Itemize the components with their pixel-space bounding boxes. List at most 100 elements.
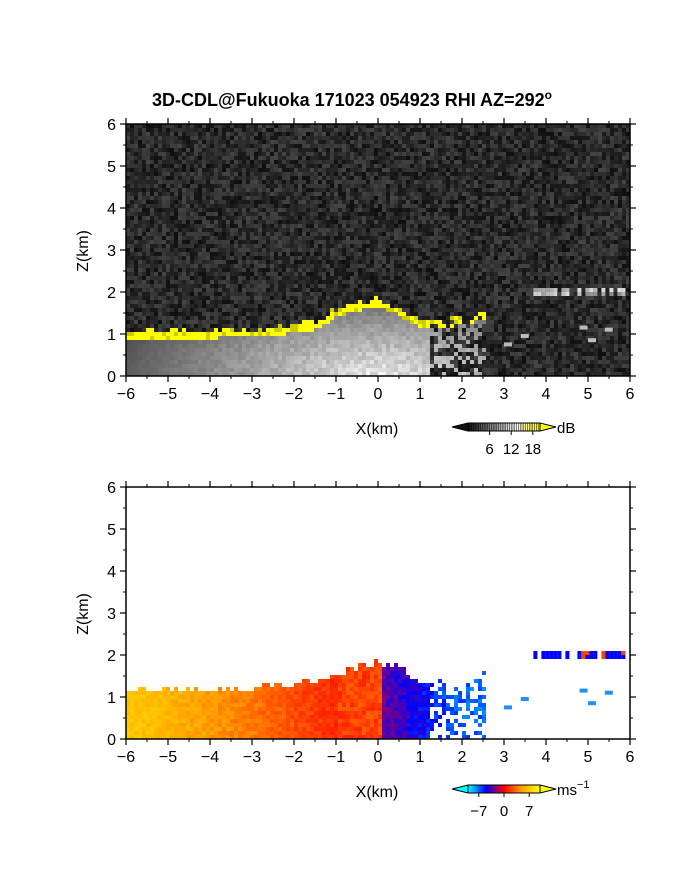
reflectivity-noise-cell xyxy=(334,136,338,140)
reflectivity-noise-cell xyxy=(202,188,206,192)
reflectivity-noise-cell xyxy=(414,152,418,156)
reflectivity-noise-cell xyxy=(246,284,250,288)
reflectivity-noise-cell xyxy=(422,152,426,156)
reflectivity-noise-cell xyxy=(382,188,386,192)
reflectivity-noise-cell xyxy=(254,136,258,140)
reflectivity-noise-cell xyxy=(370,152,374,156)
reflectivity-noise-cell xyxy=(174,256,178,260)
reflectivity-noise-cell xyxy=(290,256,294,260)
reflectivity-noise-cell xyxy=(270,228,274,232)
reflectivity-noise-cell xyxy=(298,284,302,288)
figure-title-superscript: o xyxy=(545,88,552,102)
reflectivity-noise-cell xyxy=(386,284,390,288)
reflectivity-noise-cell xyxy=(194,140,198,144)
reflectivity-noise-cell xyxy=(430,264,434,268)
reflectivity-noise-cell xyxy=(262,276,266,280)
reflectivity-noise-cell xyxy=(366,168,370,172)
reflectivity-noise-cell xyxy=(374,232,378,236)
reflectivity-noise-cell xyxy=(370,224,374,228)
reflectivity-noise-cell xyxy=(418,156,422,160)
reflectivity-noise-cell xyxy=(258,144,262,148)
reflectivity-noise-cell xyxy=(422,244,426,248)
reflectivity-noise-cell xyxy=(146,288,150,292)
reflectivity-noise-cell xyxy=(406,204,410,208)
reflectivity-noise-cell xyxy=(442,188,446,192)
reflectivity-noise-cell xyxy=(366,212,370,216)
reflectivity-noise-cell xyxy=(166,204,170,208)
reflectivity-noise-cell xyxy=(178,232,182,236)
reflectivity-noise-cell xyxy=(250,268,254,272)
reflectivity-noise-cell xyxy=(350,168,354,172)
reflectivity-noise-cell xyxy=(382,172,386,176)
reflectivity-noise-cell xyxy=(438,288,442,292)
reflectivity-noise-cell xyxy=(438,232,442,236)
reflectivity-noise-cell xyxy=(294,320,298,324)
reflectivity-noise-cell xyxy=(426,244,430,248)
reflectivity-noise-cell xyxy=(430,272,434,276)
reflectivity-noise-cell xyxy=(254,240,258,244)
reflectivity-noise-cell xyxy=(330,292,334,296)
reflectivity-noise-cell xyxy=(278,216,282,220)
reflectivity-noise-cell xyxy=(374,252,378,256)
reflectivity-noise-cell xyxy=(278,136,282,140)
reflectivity-noise-cell xyxy=(410,136,414,140)
reflectivity-noise-cell xyxy=(158,236,162,240)
reflectivity-noise-cell xyxy=(374,276,378,280)
reflectivity-noise-cell xyxy=(210,300,214,304)
reflectivity-noise-cell xyxy=(294,144,298,148)
reflectivity-noise-cell xyxy=(362,192,366,196)
reflectivity-noise-cell xyxy=(434,284,438,288)
reflectivity-noise-cell xyxy=(290,224,294,228)
reflectivity-noise-cell xyxy=(414,204,418,208)
reflectivity-noise-cell xyxy=(410,288,414,292)
reflectivity-noise-cell xyxy=(278,160,282,164)
reflectivity-noise-cell xyxy=(430,212,434,216)
reflectivity-noise-cell xyxy=(190,308,194,312)
reflectivity-noise-cell xyxy=(330,160,334,164)
reflectivity-noise-cell xyxy=(286,132,290,136)
reflectivity-noise-cell xyxy=(258,260,262,264)
reflectivity-noise-cell xyxy=(214,204,218,208)
reflectivity-noise-cell xyxy=(170,156,174,160)
reflectivity-noise-cell xyxy=(326,284,330,288)
reflectivity-noise-cell xyxy=(174,300,178,304)
reflectivity-noise-cell xyxy=(370,204,374,208)
reflectivity-noise-cell xyxy=(310,128,314,132)
reflectivity-noise-cell xyxy=(210,208,214,212)
reflectivity-noise-cell xyxy=(258,312,262,316)
reflectivity-noise-cell xyxy=(142,284,146,288)
reflectivity-noise-cell xyxy=(226,276,230,280)
reflectivity-noise-cell xyxy=(438,172,442,176)
reflectivity-noise-cell xyxy=(270,148,274,152)
reflectivity-noise-cell xyxy=(406,240,410,244)
reflectivity-noise-cell xyxy=(342,184,346,188)
reflectivity-noise-cell xyxy=(350,188,354,192)
reflectivity-noise-cell xyxy=(274,220,278,224)
reflectivity-noise-cell xyxy=(290,204,294,208)
reflectivity-noise-cell xyxy=(274,216,278,220)
reflectivity-noise-cell xyxy=(286,144,290,148)
reflectivity-noise-cell xyxy=(134,192,138,196)
reflectivity-noise-cell xyxy=(286,152,290,156)
reflectivity-noise-cell xyxy=(158,148,162,152)
reflectivity-noise-cell xyxy=(126,164,130,168)
reflectivity-noise-cell xyxy=(126,180,130,184)
reflectivity-noise-cell xyxy=(134,296,138,300)
reflectivity-noise-cell xyxy=(286,320,290,324)
reflectivity-noise-cell xyxy=(158,208,162,212)
reflectivity-noise-cell xyxy=(214,236,218,240)
reflectivity-noise-cell xyxy=(214,160,218,164)
reflectivity-noise-cell xyxy=(174,204,178,208)
reflectivity-noise-cell xyxy=(150,180,154,184)
reflectivity-noise-cell xyxy=(154,320,158,324)
reflectivity-noise-cell xyxy=(206,312,210,316)
reflectivity-noise-cell xyxy=(210,188,214,192)
reflectivity-noise-cell xyxy=(198,180,202,184)
reflectivity-noise-cell xyxy=(298,168,302,172)
reflectivity-noise-cell xyxy=(266,160,270,164)
reflectivity-noise-cell xyxy=(190,244,194,248)
reflectivity-noise-cell xyxy=(374,156,378,160)
reflectivity-noise-cell xyxy=(218,264,222,268)
reflectivity-noise-cell xyxy=(354,140,358,144)
reflectivity-noise-cell xyxy=(314,280,318,284)
